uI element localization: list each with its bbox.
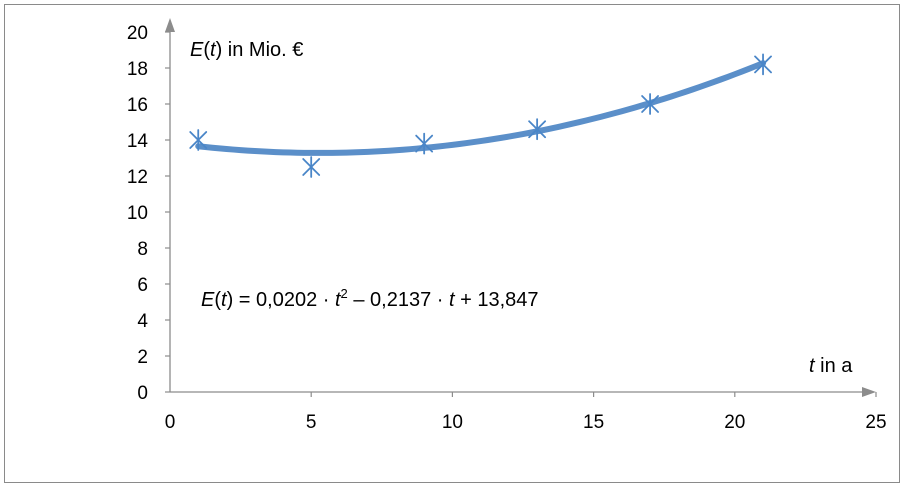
x-tick-label: 20 — [724, 412, 745, 433]
y-axis-ticks: 0 2 4 6 8 10 12 14 16 18 20 — [127, 23, 170, 404]
data-points — [189, 53, 772, 178]
data-point — [189, 129, 208, 151]
y-tick-label: 14 — [127, 131, 149, 152]
x-axis-ticks: 0 5 10 15 20 25 — [165, 392, 887, 433]
data-point — [641, 93, 659, 115]
y-tick-label: 20 — [127, 23, 148, 44]
y-tick-label: 10 — [127, 203, 148, 224]
trendline — [195, 60, 767, 156]
x-tick-label: 0 — [165, 412, 176, 433]
x-tick-label: 25 — [865, 412, 886, 433]
y-tick-label: 2 — [137, 347, 148, 368]
x-tick-label: 5 — [306, 412, 317, 433]
chart-frame — [4, 4, 900, 483]
y-tick-label: 4 — [137, 311, 148, 332]
x-tick-label: 10 — [442, 412, 463, 433]
data-point — [754, 53, 772, 76]
axes — [165, 18, 876, 397]
y-tick-label: 16 — [127, 95, 148, 116]
y-tick-label: 8 — [137, 239, 148, 260]
trendline-group — [195, 60, 767, 156]
data-point — [302, 156, 321, 178]
x-tick-label: 15 — [583, 412, 604, 433]
y-tick-label: 12 — [127, 167, 148, 188]
trendline-equation: E(t) = 0,0202 · t2 – 0,2137 · t + 13,847 — [201, 286, 539, 311]
y-tick-label: 18 — [127, 59, 148, 80]
y-axis-arrowhead — [165, 18, 175, 32]
y-tick-label: 6 — [137, 275, 148, 296]
y-tick-label: 0 — [137, 383, 148, 404]
x-axis-arrowhead — [862, 387, 876, 397]
y-axis-title: E(t) in Mio. € — [190, 39, 303, 61]
x-axis-title: t in a — [809, 355, 853, 377]
data-point — [528, 118, 547, 141]
data-point — [415, 132, 434, 155]
